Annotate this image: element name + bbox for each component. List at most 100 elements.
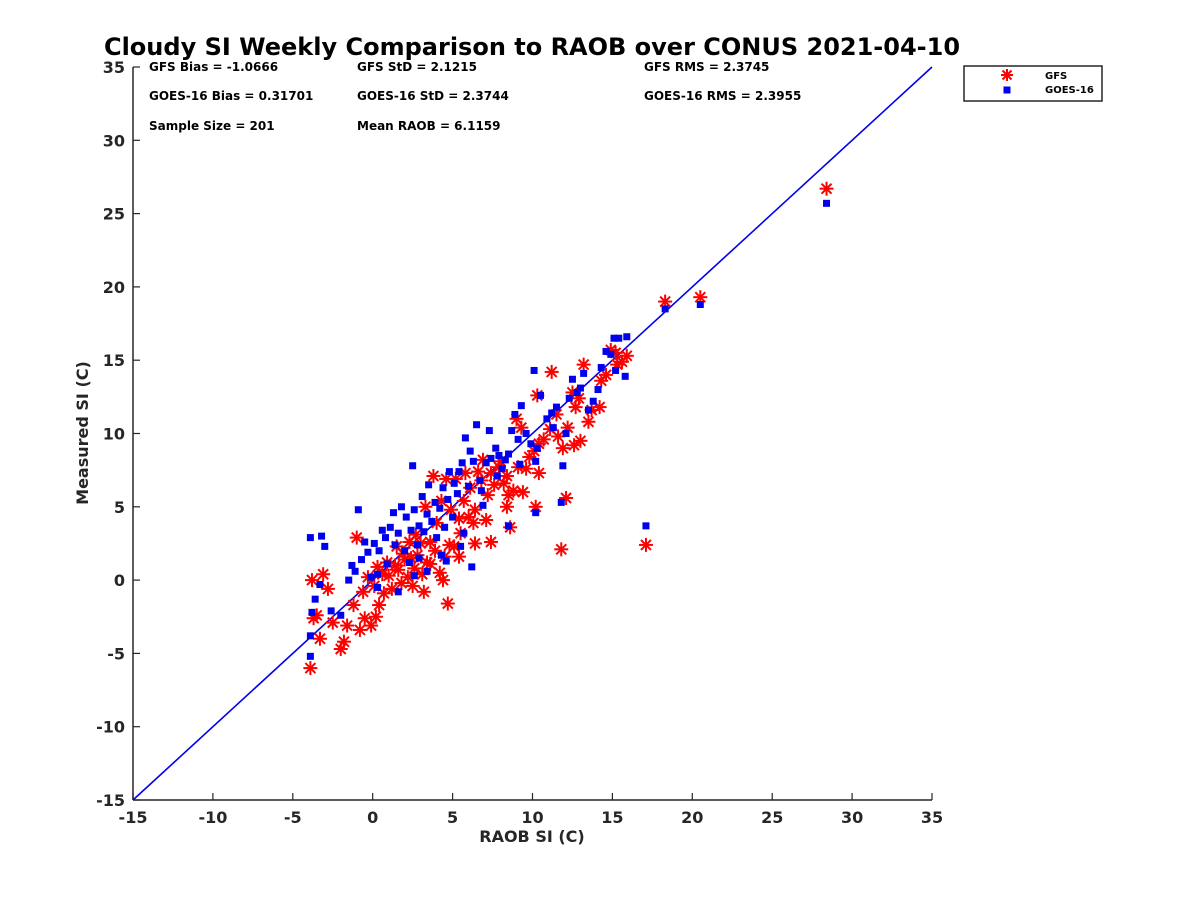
goes16-point bbox=[468, 563, 476, 571]
goes16-point bbox=[405, 559, 413, 567]
goes16-point bbox=[696, 300, 704, 308]
gfs-point bbox=[372, 598, 387, 613]
goes16-point bbox=[530, 366, 538, 374]
goes16-point bbox=[557, 498, 565, 506]
gfs-point bbox=[320, 581, 335, 596]
goes16-point bbox=[498, 465, 506, 473]
gfs-point bbox=[555, 441, 570, 456]
goes16-point bbox=[543, 415, 551, 423]
legend-marker-goes16 bbox=[1003, 86, 1011, 94]
gfs-point bbox=[471, 464, 486, 479]
goes16-point bbox=[455, 468, 463, 476]
goes16-point bbox=[327, 607, 335, 615]
goes16-point bbox=[373, 583, 381, 591]
goes16-point bbox=[479, 501, 487, 509]
goes16-point bbox=[358, 556, 366, 564]
goes16-point bbox=[308, 608, 316, 616]
goes16-point bbox=[476, 476, 484, 484]
goes16-point bbox=[549, 424, 557, 432]
goes16-point bbox=[623, 333, 631, 341]
y-tick-label: 20 bbox=[103, 278, 125, 297]
gfs-point bbox=[325, 615, 340, 630]
gfs-point bbox=[352, 622, 367, 637]
goes16-point bbox=[477, 487, 485, 495]
gfs-point bbox=[349, 530, 364, 545]
goes16-point bbox=[573, 388, 581, 396]
goes16-point bbox=[306, 632, 314, 640]
goes16-point bbox=[433, 534, 441, 542]
goes16-series bbox=[306, 199, 831, 660]
gfs-point bbox=[544, 364, 559, 379]
gfs-point bbox=[442, 537, 457, 552]
gfs-point bbox=[496, 476, 511, 491]
goes16-point bbox=[386, 523, 394, 531]
goes16-point bbox=[642, 522, 650, 530]
legend: GFS GOES-16 bbox=[963, 65, 1103, 102]
goes16-point bbox=[306, 534, 314, 542]
goes16-point bbox=[410, 572, 418, 580]
goes16-point bbox=[533, 444, 541, 452]
goes16-point bbox=[391, 541, 399, 549]
goes16-point bbox=[418, 493, 426, 501]
x-tick-label: -15 bbox=[119, 808, 148, 827]
legend-box bbox=[963, 65, 1103, 102]
gfs-point bbox=[594, 373, 609, 388]
gfs-point bbox=[312, 631, 327, 646]
gfs-point bbox=[480, 488, 495, 503]
x-tick-label: 25 bbox=[761, 808, 783, 827]
y-tick-label: 35 bbox=[103, 58, 125, 77]
x-tick-label: 30 bbox=[841, 808, 863, 827]
goes16-point bbox=[361, 538, 369, 546]
goes16-point bbox=[318, 532, 326, 540]
goes16-point bbox=[367, 573, 375, 581]
gfs-point bbox=[333, 642, 348, 657]
goes16-point bbox=[565, 394, 573, 402]
goes16-point bbox=[548, 409, 556, 417]
legend-marker-gfs bbox=[1001, 69, 1013, 81]
gfs-point bbox=[531, 466, 546, 481]
reference-line-group bbox=[132, 66, 933, 801]
goes16-point bbox=[508, 427, 516, 435]
goes16-point bbox=[532, 457, 540, 465]
y-tick-label: 10 bbox=[103, 425, 125, 444]
gfs-point bbox=[370, 559, 385, 574]
goes16-point bbox=[576, 384, 584, 392]
stat-gfs-std: GFS StD = 2.1215 bbox=[357, 60, 477, 74]
gfs-point bbox=[479, 512, 494, 527]
goes16-point bbox=[442, 557, 450, 565]
y-axis-label: Measured SI (C) bbox=[73, 361, 92, 505]
goes16-point bbox=[425, 481, 433, 489]
gfs-point bbox=[487, 477, 502, 492]
legend-label-gfs: GFS bbox=[1045, 71, 1067, 82]
gfs-point bbox=[346, 598, 361, 613]
goes16-point bbox=[354, 506, 362, 514]
goes16-point bbox=[492, 444, 500, 452]
goes16-point bbox=[348, 561, 356, 569]
goes16-point bbox=[460, 529, 468, 537]
stat-goes-bias: GOES-16 Bias = 0.31701 bbox=[149, 89, 313, 103]
stat-sample-size: Sample Size = 201 bbox=[149, 119, 275, 133]
gfs-point bbox=[576, 357, 591, 372]
goes16-point bbox=[394, 529, 402, 537]
y-tick-label: -10 bbox=[96, 718, 125, 737]
stat-goes-rms: GOES-16 RMS = 2.3955 bbox=[644, 89, 801, 103]
goes16-point bbox=[607, 350, 615, 358]
y-tick-label: 5 bbox=[114, 498, 125, 517]
statistics-panel: GFS Bias = -1.0666 GFS StD = 2.1215 GFS … bbox=[149, 60, 801, 133]
gfs-point bbox=[356, 584, 371, 599]
y-tick-label: 30 bbox=[103, 131, 125, 150]
goes16-point bbox=[493, 472, 501, 480]
gfs-point bbox=[554, 542, 569, 557]
goes16-point bbox=[458, 459, 466, 467]
goes16-point bbox=[514, 435, 522, 443]
goes16-point bbox=[423, 510, 431, 518]
goes16-point bbox=[316, 580, 324, 588]
goes16-point bbox=[495, 451, 503, 459]
goes16-point bbox=[410, 506, 418, 514]
gfs-point bbox=[501, 488, 516, 503]
goes16-point bbox=[517, 402, 525, 410]
gfs-point bbox=[499, 499, 514, 514]
goes16-point bbox=[306, 652, 314, 660]
gfs-point bbox=[456, 493, 471, 508]
goes16-point bbox=[559, 462, 567, 470]
